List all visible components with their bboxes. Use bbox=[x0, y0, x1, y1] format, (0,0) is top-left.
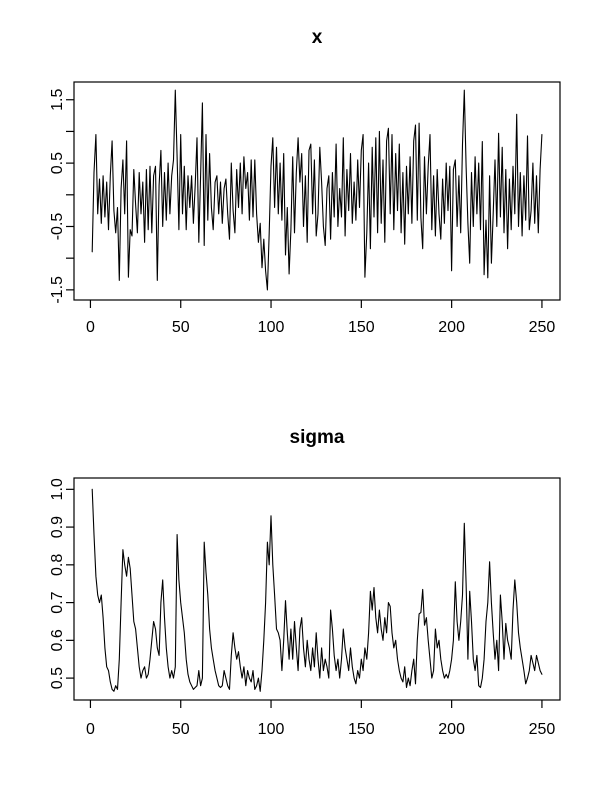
x-axis-tick-label: 200 bbox=[438, 721, 465, 738]
plot-x-border bbox=[73, 81, 561, 301]
x-axis-tick-label: 250 bbox=[529, 721, 556, 738]
plot-sigma-panel: sigma 0 50 100 150 200 250 0.5 0.6 0.7 0.8 0.9 1.0 bbox=[49, 427, 561, 738]
plot-sigma-series-line bbox=[91, 488, 543, 692]
plot-sigma-axes: 0 50 100 150 200 250 0.5 0.6 0.7 0.8 0.9 1.0 bbox=[49, 478, 555, 738]
x-axis-tick-label: 100 bbox=[258, 319, 285, 336]
y-axis-tick-label: 0.9 bbox=[49, 516, 66, 538]
y-axis-tick-label: 0.5 bbox=[49, 152, 66, 174]
x-axis-tick-label: 50 bbox=[172, 721, 190, 738]
x-axis-tick-label: 0 bbox=[86, 319, 95, 336]
y-axis-tick-label: 1.0 bbox=[49, 478, 66, 500]
plot-x-axes: 0 50 100 150 200 250 -1.5 -0.5 0.5 1.5 bbox=[49, 89, 555, 336]
plot-x-title: x bbox=[312, 27, 323, 48]
y-axis-tick-label: 0.5 bbox=[49, 667, 66, 689]
x-axis-tick-label: 50 bbox=[172, 319, 190, 336]
x-axis-tick-label: 150 bbox=[348, 721, 375, 738]
x-axis-tick-label: 250 bbox=[529, 319, 556, 336]
y-axis-tick-label: -1.5 bbox=[49, 276, 66, 304]
x-axis-tick-label: 100 bbox=[258, 721, 285, 738]
plot-x-panel: x 0 50 100 150 200 250 -1.5 -0.5 0.5 1.5 bbox=[49, 27, 561, 336]
plot-x-series-line bbox=[91, 89, 543, 291]
y-axis-tick-label: 1.5 bbox=[49, 89, 66, 111]
x-axis-tick-label: 0 bbox=[86, 721, 95, 738]
y-axis-tick-label: 0.7 bbox=[49, 591, 66, 613]
x-axis-tick-label: 150 bbox=[348, 319, 375, 336]
y-axis-tick-label: -0.5 bbox=[49, 213, 66, 241]
y-axis-tick-label: 0.6 bbox=[49, 629, 66, 651]
x-axis-tick-label: 200 bbox=[438, 319, 465, 336]
plot-sigma-border bbox=[73, 477, 561, 701]
plot-sigma-title: sigma bbox=[290, 427, 345, 448]
y-axis-tick-label: 0.8 bbox=[49, 554, 66, 576]
